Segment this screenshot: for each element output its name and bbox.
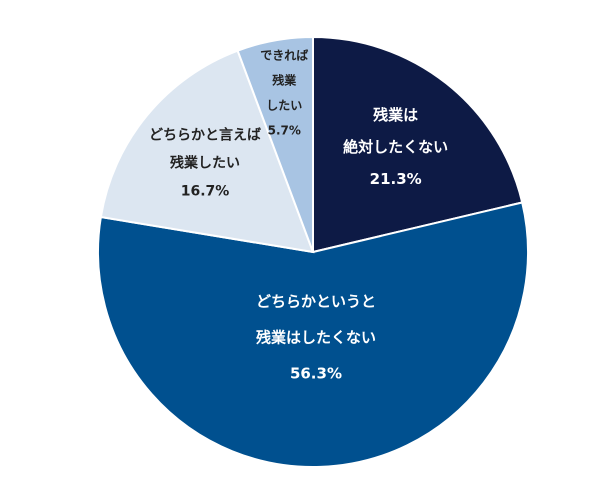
slice-label: したい xyxy=(266,98,302,112)
slice-label: 16.7% xyxy=(181,183,230,199)
slice-label: 5.7% xyxy=(268,123,301,137)
pie-slice xyxy=(312,35,524,254)
slice-label: どちらかというと xyxy=(256,292,376,310)
pie-slice xyxy=(236,35,314,253)
slice-label: 残業はしたくない xyxy=(256,328,376,346)
slice-label: 残業したい xyxy=(170,154,240,171)
slice-label: できれば xyxy=(260,47,308,62)
slice-label: 残業 xyxy=(272,72,297,87)
slice-label: 絶対したくない xyxy=(343,138,448,156)
pie-slice xyxy=(97,201,529,468)
slice-label: どちらかと言えば xyxy=(149,126,261,143)
slice-label: 残業は xyxy=(373,106,418,124)
pie-slice xyxy=(99,49,315,254)
slice-label: 56.3% xyxy=(290,364,342,382)
slice-label: 21.3% xyxy=(370,170,422,188)
